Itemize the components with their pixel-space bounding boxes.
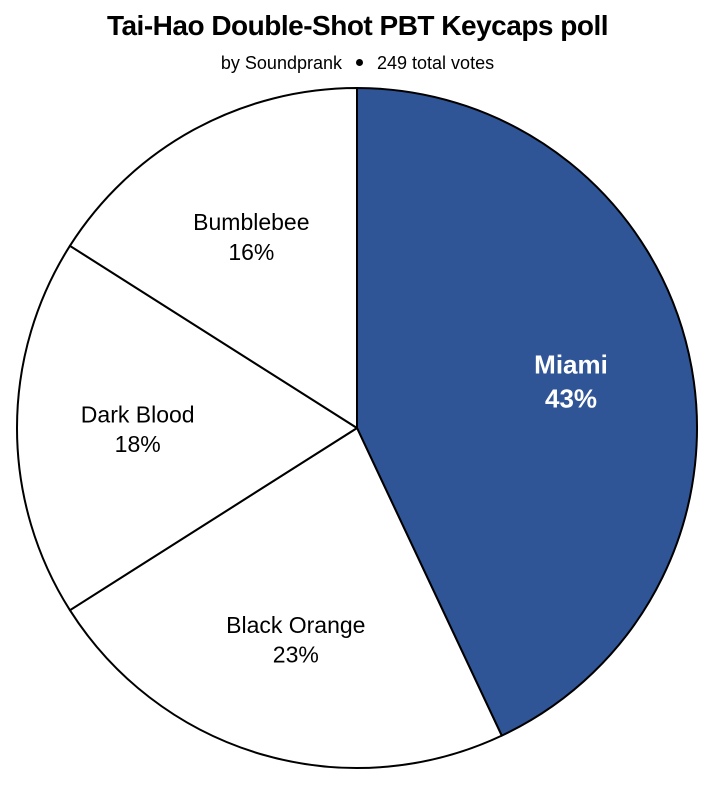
slice-label-black-orange: Black Orange 23%: [226, 612, 365, 668]
slice-percent: 18%: [115, 431, 161, 457]
slice-percent: 23%: [273, 642, 319, 668]
pie-slice-dark-blood: [16, 244, 358, 612]
slice-name: Dark Blood: [81, 401, 195, 427]
pie-slice-miami: [356, 87, 698, 737]
slice-label-miami: Miami 43%: [534, 350, 608, 414]
slice-name: Black Orange: [226, 612, 365, 638]
chart-title: Tai-Hao Double-Shot PBT Keycaps poll: [106, 10, 609, 41]
subtitle-author: by Soundprank: [220, 53, 342, 73]
slice-name: Miami: [534, 350, 608, 380]
subtitle-separator-dot: [356, 58, 363, 66]
slice-percent: 16%: [228, 239, 274, 265]
slice-percent: 43%: [545, 383, 597, 413]
slice-label-bumblebee: Bumblebee 16%: [193, 209, 309, 265]
slice-name: Bumblebee: [193, 209, 309, 235]
pie-slice-black-orange: [68, 427, 503, 769]
slice-label-dark-blood: Dark Blood 18%: [81, 401, 195, 457]
chart-subtitle: by Soundprank 249 total votes: [0, 53, 715, 74]
subtitle-votes: 249 total votes: [377, 53, 495, 73]
pie-slice-bumblebee: [68, 87, 358, 429]
